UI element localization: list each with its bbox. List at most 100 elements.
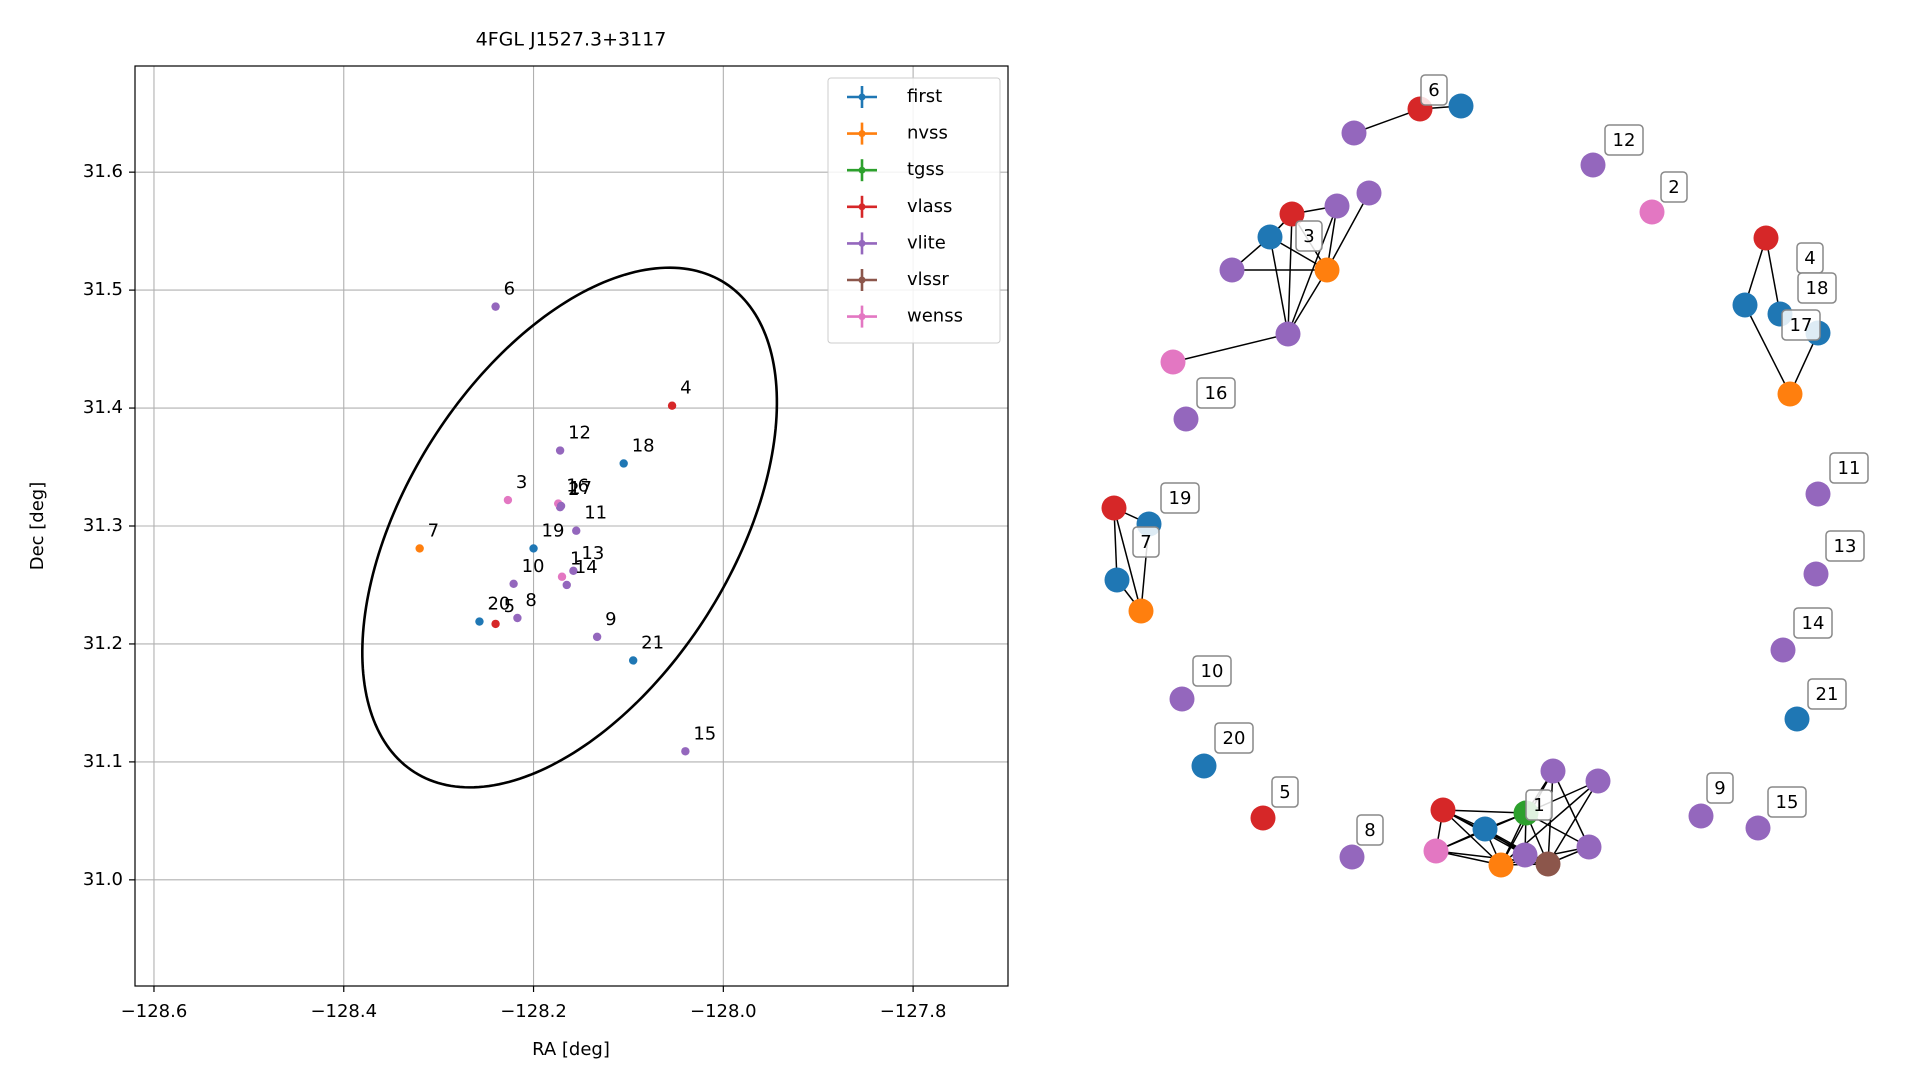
data-point-15 bbox=[681, 747, 690, 756]
y-tick-label: 31.1 bbox=[83, 751, 123, 772]
graph-label-10: 10 bbox=[1192, 655, 1232, 687]
graph-node-c3f bbox=[1275, 321, 1301, 347]
graph-node-c3a bbox=[1279, 201, 1305, 227]
graph-edge bbox=[1113, 507, 1142, 612]
data-point-label: 12 bbox=[568, 423, 591, 444]
graph-node-21 bbox=[1784, 706, 1810, 732]
data-point-label: 21 bbox=[641, 632, 664, 653]
legend-marker-dot bbox=[858, 203, 866, 211]
y-axis-ticks: 31.0 31.1 31.2 31.3 31.4 31.5 31.6 bbox=[83, 161, 135, 890]
data-point-18 bbox=[619, 459, 628, 468]
graph-label-text: 19 bbox=[1169, 488, 1192, 509]
graph-node-c7b bbox=[1128, 598, 1154, 624]
data-point-label: 17 bbox=[569, 478, 592, 499]
graph-node-c1d bbox=[1488, 852, 1514, 878]
graph-label-text: 5 bbox=[1279, 782, 1290, 803]
graph-label-18: 18 bbox=[1797, 272, 1837, 304]
graph-label-text: 1 bbox=[1533, 795, 1544, 816]
graph-label-box bbox=[1829, 452, 1869, 484]
error-ellipse bbox=[361, 266, 779, 789]
x-tick-label: −128.4 bbox=[310, 1001, 377, 1022]
graph-label-20: 20 bbox=[1214, 722, 1254, 754]
graph-label-21: 21 bbox=[1807, 678, 1847, 710]
graph-label-text: 11 bbox=[1838, 458, 1861, 479]
data-point-11 bbox=[572, 526, 581, 535]
graph-node-20 bbox=[1191, 753, 1217, 779]
data-point-3 bbox=[503, 495, 513, 505]
graph-label-text: 13 bbox=[1834, 536, 1857, 557]
graph-label-8: 8 bbox=[1356, 814, 1384, 846]
graph-label-text: 10 bbox=[1201, 661, 1224, 682]
graph-label-box bbox=[1271, 776, 1299, 808]
graph-node-c7a bbox=[1101, 495, 1127, 521]
data-point-label: 10 bbox=[522, 556, 545, 577]
x-tick-label: −128.0 bbox=[690, 1001, 757, 1022]
graph-label-box bbox=[1807, 678, 1847, 710]
graph-edge bbox=[1287, 213, 1293, 335]
graph-node-c1f bbox=[1535, 851, 1561, 877]
graph-node-12 bbox=[1580, 152, 1606, 178]
graph-label-12: 12 bbox=[1604, 124, 1644, 156]
legend-label: first bbox=[907, 86, 942, 107]
graph-edge bbox=[1172, 333, 1289, 363]
graph-label-text: 6 bbox=[1428, 80, 1439, 101]
legend-items: first nvss tgss vlass vlite vlssr wenss bbox=[847, 86, 963, 328]
graph-node-11 bbox=[1805, 481, 1831, 507]
data-point-21 bbox=[628, 656, 638, 665]
graph-label-2: 2 bbox=[1660, 171, 1688, 203]
graph-label-box bbox=[1793, 607, 1833, 639]
data-point-10 bbox=[509, 579, 518, 588]
graph-label-15: 15 bbox=[1767, 786, 1807, 818]
graph-node-10 bbox=[1169, 686, 1195, 712]
data-point-label: 13 bbox=[581, 543, 604, 564]
graph-edge bbox=[1547, 780, 1599, 865]
graph-node-c6b bbox=[1341, 120, 1367, 146]
graph-label-13: 13 bbox=[1825, 530, 1865, 562]
graph-node-c1e bbox=[1512, 842, 1538, 868]
graph-node-15 bbox=[1745, 815, 1771, 841]
graph-label-text: 14 bbox=[1802, 613, 1825, 634]
graph-label-17: 17 bbox=[1781, 309, 1821, 341]
data-point-label: 20 bbox=[487, 594, 510, 615]
graph-label-text: 16 bbox=[1205, 383, 1228, 404]
legend-label: vlite bbox=[907, 232, 946, 253]
graph-node-c1a bbox=[1430, 797, 1456, 823]
graph-node-c6a bbox=[1448, 93, 1474, 119]
legend-label: vlssr bbox=[907, 269, 949, 290]
graph-node-c4a bbox=[1732, 292, 1758, 318]
data-point-label: 16 bbox=[566, 476, 589, 497]
graph-label-box bbox=[1660, 171, 1688, 203]
graph-edge bbox=[1765, 237, 1781, 315]
data-point-label: 2 bbox=[568, 479, 579, 500]
x-tick-label: −128.2 bbox=[500, 1001, 567, 1022]
graph-node-4 bbox=[1753, 225, 1779, 251]
data-point-12 bbox=[555, 446, 565, 455]
data-point-label: 19 bbox=[542, 520, 565, 541]
data-point-20 bbox=[475, 617, 484, 626]
graph-label-3: 3 bbox=[1295, 220, 1323, 252]
graph-label-text: 8 bbox=[1364, 820, 1375, 841]
legend-marker-dot bbox=[858, 239, 866, 247]
graph-label-box bbox=[1356, 814, 1384, 846]
graph-node-c3b bbox=[1324, 193, 1350, 219]
data-point-label: 4 bbox=[680, 378, 691, 399]
legend-entry-vlssr: vlssr bbox=[847, 269, 949, 291]
data-point-label: 5 bbox=[504, 596, 515, 617]
graph-label-text: 3 bbox=[1303, 226, 1314, 247]
graph-node-c3c bbox=[1356, 180, 1382, 206]
graph-node-c1b bbox=[1472, 816, 1498, 842]
graph-label-text: 15 bbox=[1776, 792, 1799, 813]
graph-label-text: 17 bbox=[1790, 315, 1813, 336]
data-point-5 bbox=[491, 619, 500, 629]
legend-label: tgss bbox=[907, 159, 944, 180]
data-point-1 bbox=[557, 572, 567, 581]
y-tick-label: 31.4 bbox=[83, 397, 123, 418]
x-tick-label: −127.8 bbox=[880, 1001, 947, 1022]
axes-frame bbox=[134, 65, 1009, 987]
graph-label-text: 18 bbox=[1806, 278, 1829, 299]
y-tick-label: 31.0 bbox=[83, 869, 123, 890]
graph-label-box bbox=[1295, 220, 1323, 252]
data-point-13 bbox=[569, 566, 578, 576]
x-axis-label: RA [deg] bbox=[532, 1039, 610, 1060]
graph-label-text: 7 bbox=[1140, 532, 1151, 553]
